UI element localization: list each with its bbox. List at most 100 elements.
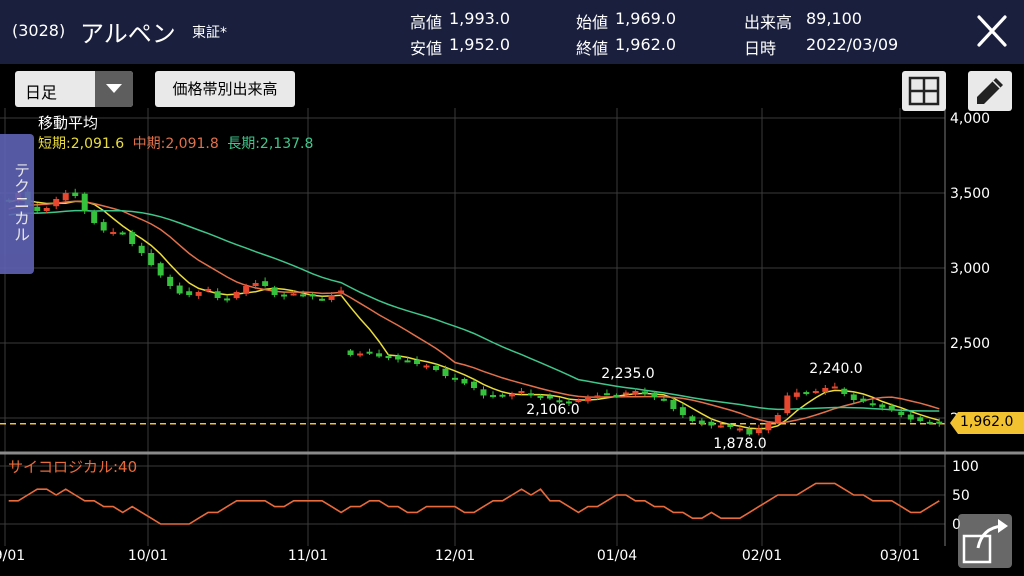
period-select[interactable]: 日足	[15, 71, 133, 107]
candle-body	[822, 388, 829, 392]
candle-body	[452, 377, 459, 380]
ma-short-value: 短期:2,091.6	[38, 136, 125, 152]
layout-button[interactable]	[902, 71, 946, 111]
candle-body	[784, 395, 791, 414]
candle-body	[765, 422, 772, 431]
candlestick-series	[5, 188, 943, 436]
datetime-label: 日時	[744, 39, 777, 58]
candle-body	[300, 294, 307, 297]
close-icon	[977, 15, 1007, 47]
current-price: 1,962.0	[960, 414, 1014, 430]
open-value: 1,969.0	[615, 9, 677, 28]
candle-body	[442, 368, 449, 376]
candle-body	[746, 428, 753, 435]
candle-body	[546, 395, 553, 399]
price-annotation: 2,235.0	[601, 366, 654, 382]
y-tick-label: 2,500	[950, 336, 990, 352]
candle-body	[907, 414, 914, 420]
candle-body	[224, 298, 231, 301]
candle-body	[262, 281, 269, 286]
current-price-badge: 1,962.0	[950, 412, 1024, 434]
ma-long-value: 長期:2,137.8	[227, 136, 314, 152]
candle-body	[537, 395, 544, 398]
candle-body	[603, 393, 610, 396]
candle-body	[556, 400, 563, 403]
candle-body	[689, 416, 696, 421]
open-label: 始値	[576, 13, 609, 32]
candle-body	[499, 394, 506, 397]
candle-body	[575, 400, 582, 402]
candle-body	[917, 417, 924, 421]
candle-body	[81, 193, 88, 211]
share-button[interactable]	[958, 514, 1012, 568]
candle-body	[404, 360, 411, 363]
exchange-label: 東証*	[192, 25, 227, 41]
candle-body	[290, 293, 297, 296]
candle-body	[62, 193, 69, 201]
x-tick-label: 10/01	[128, 548, 168, 564]
candle-body	[357, 353, 364, 356]
x-tick-label: 01/04	[597, 548, 637, 564]
candle-body	[936, 421, 943, 424]
quote-header: (3028) アルペン 東証* 高値 1,993.0 安値 1,952.0 始値…	[0, 0, 1024, 64]
candle-body	[755, 428, 762, 434]
candle-body	[774, 415, 781, 423]
volume-profile-button[interactable]: 価格帯別出来高	[155, 71, 295, 107]
share-icon	[962, 519, 1008, 564]
candle-body	[167, 276, 174, 286]
y-tick-label: 4,000	[950, 111, 990, 127]
candle-body	[489, 395, 496, 398]
candle-body	[793, 392, 800, 397]
rsi-tick-label: 100	[952, 459, 979, 475]
price-annotation: 1,878.0	[713, 436, 766, 452]
ma-title: 移動平均	[38, 114, 99, 132]
candle-body	[148, 253, 155, 265]
chart-grid	[0, 108, 945, 546]
price-tag-shape	[950, 412, 1024, 434]
candle-body	[708, 421, 715, 426]
candle-body	[423, 365, 430, 368]
candle-body	[613, 394, 620, 397]
y-tick-label: 3,500	[950, 186, 990, 202]
draw-button[interactable]	[968, 71, 1012, 111]
technical-tab[interactable]: テクニカル	[0, 134, 34, 274]
high-value: 1,993.0	[449, 9, 511, 28]
candle-body	[309, 294, 316, 297]
candle-body	[186, 291, 193, 295]
candle-body	[395, 355, 402, 360]
candle-body	[414, 360, 421, 364]
y-tick-label: 3,000	[950, 261, 990, 277]
candle-body	[898, 411, 905, 415]
psychological-series-line	[8, 482, 940, 525]
volume-value: 89,100	[806, 9, 862, 28]
candle-body	[195, 292, 202, 296]
candle-body	[376, 353, 383, 357]
candle-body	[319, 298, 326, 301]
ma-legend: 短期:2,091.6 中期:2,091.8 長期:2,137.8	[38, 133, 313, 153]
candle-body	[812, 391, 819, 393]
candle-body	[860, 398, 867, 402]
candle-body	[651, 392, 658, 397]
candle-body	[100, 222, 107, 231]
candle-body	[471, 381, 477, 388]
close-button[interactable]	[968, 10, 1016, 54]
rsi-tick-label: 50	[952, 488, 970, 504]
candle-body	[632, 391, 639, 395]
candle-body	[205, 289, 212, 292]
candle-body	[138, 245, 145, 253]
candle-body	[91, 211, 98, 223]
candle-body	[879, 404, 886, 408]
candle-body	[338, 290, 345, 294]
rsi-tick-label: 0	[952, 517, 961, 533]
candle-body	[72, 192, 79, 196]
candle-body	[698, 420, 705, 424]
candle-body	[869, 403, 876, 406]
candle-body	[214, 291, 221, 298]
candle-body	[831, 386, 838, 389]
candle-body	[157, 263, 164, 276]
candle-body	[679, 407, 686, 415]
candle-body	[736, 428, 743, 431]
psychological-label: サイコロジカル:40	[8, 458, 138, 476]
price-annotations: 2,235.0 2,106.0 1,878.0 2,240.0	[526, 361, 862, 452]
ma-mid-value: 中期:2,091.8	[132, 136, 219, 152]
